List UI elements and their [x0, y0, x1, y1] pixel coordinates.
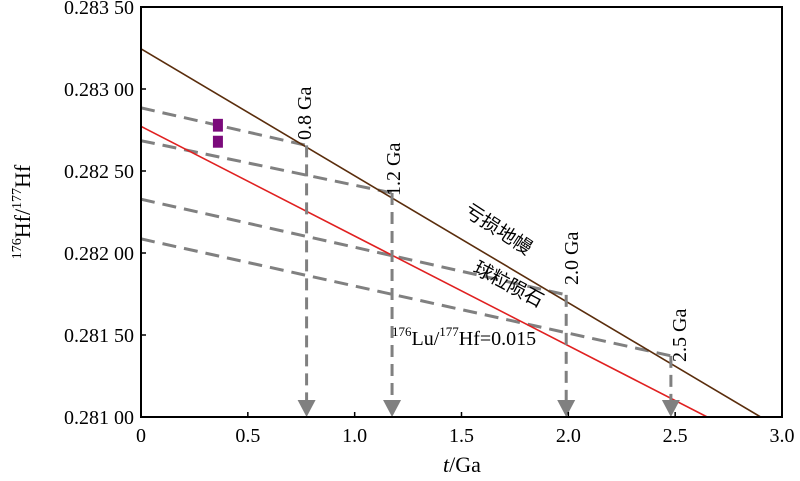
- model-age-line: [141, 139, 393, 195]
- chondrite-line: [141, 125, 708, 417]
- model-age-label: 2.0 Ga: [561, 232, 583, 285]
- chondrite-label: 球粒陨石: [470, 257, 547, 312]
- model-age-label: 2.5 Ga: [669, 309, 691, 362]
- lu-hf-sup2: 177: [439, 324, 459, 339]
- y-sup1: 176: [10, 238, 25, 259]
- y-axis-title: 176Hf/177Hf: [10, 164, 35, 259]
- svg-text:176Hf/177Hf: 176Hf/177Hf: [10, 164, 35, 259]
- x-tick-label: 2.0: [556, 425, 581, 447]
- x-axis-unit: /Ga: [449, 452, 481, 477]
- sample-marker: [212, 118, 223, 132]
- label-1.2ga: 1.2 Ga: [383, 143, 405, 196]
- x-axis-title: t/Ga: [443, 452, 481, 477]
- model-age-arrowhead: [557, 400, 576, 417]
- y-tick-label: 0.281 50: [64, 325, 134, 347]
- axes: 0 0.5 1.0 1.5 2.0 2.5 3.0 0.281 00 0.281 50 0.282…: [64, 0, 795, 447]
- x-tick-label: 1.5: [449, 425, 474, 447]
- model-age-arrowhead: [661, 400, 680, 417]
- y-tick-label: 0.282 50: [64, 161, 134, 183]
- y-tick-label: 0.283 00: [64, 79, 134, 101]
- chondrite-text: 球粒陨石: [470, 257, 547, 312]
- x-tick-label: 1.0: [342, 425, 367, 447]
- y-tick-label: 0.281 00: [64, 407, 134, 429]
- y-tick-label: 0.283 50: [64, 0, 134, 19]
- y-main2: Hf: [10, 164, 35, 188]
- y-main1: Hf/: [10, 208, 35, 238]
- label-2.5ga: 2.5 Ga: [669, 309, 691, 362]
- x-tick-label: 0: [136, 425, 146, 447]
- label-2.0ga: 2.0 Ga: [561, 232, 583, 285]
- x-tick-label: 0.5: [235, 425, 260, 447]
- y-sup2: 177: [10, 188, 25, 209]
- model-age-label: 1.2 Ga: [383, 143, 405, 196]
- depleted-mantle-label: 亏损地幔: [460, 200, 536, 260]
- model-age-arrowhead: [383, 400, 402, 417]
- lu-hf-main1: Lu/: [412, 328, 440, 350]
- x-axis-var: t: [443, 452, 450, 477]
- model-age-arrowhead: [297, 400, 316, 417]
- model-age-line: [141, 237, 672, 358]
- sample-marker: [212, 135, 223, 148]
- y-tick-label: 0.282 00: [64, 243, 134, 265]
- lu-hf-sup1: 176: [392, 324, 412, 339]
- x-tick-label: 3.0: [770, 425, 795, 447]
- label-0.8ga: 0.8 Ga: [294, 87, 316, 140]
- model-age-line: [141, 106, 307, 147]
- model-age-line: [141, 197, 567, 297]
- lu-hf-ratio-label: 176Lu/177Hf=0.015: [392, 324, 536, 350]
- depleted-mantle-text: 亏损地幔: [460, 200, 536, 260]
- depleted-mantle-line: [141, 48, 762, 417]
- plot-area: [141, 48, 762, 417]
- x-tick-label: 2.5: [663, 425, 688, 447]
- model-age-label: 0.8 Ga: [294, 87, 316, 140]
- model-age-arrows: [297, 145, 680, 417]
- lu-hf-main2: Hf=0.015: [459, 328, 536, 350]
